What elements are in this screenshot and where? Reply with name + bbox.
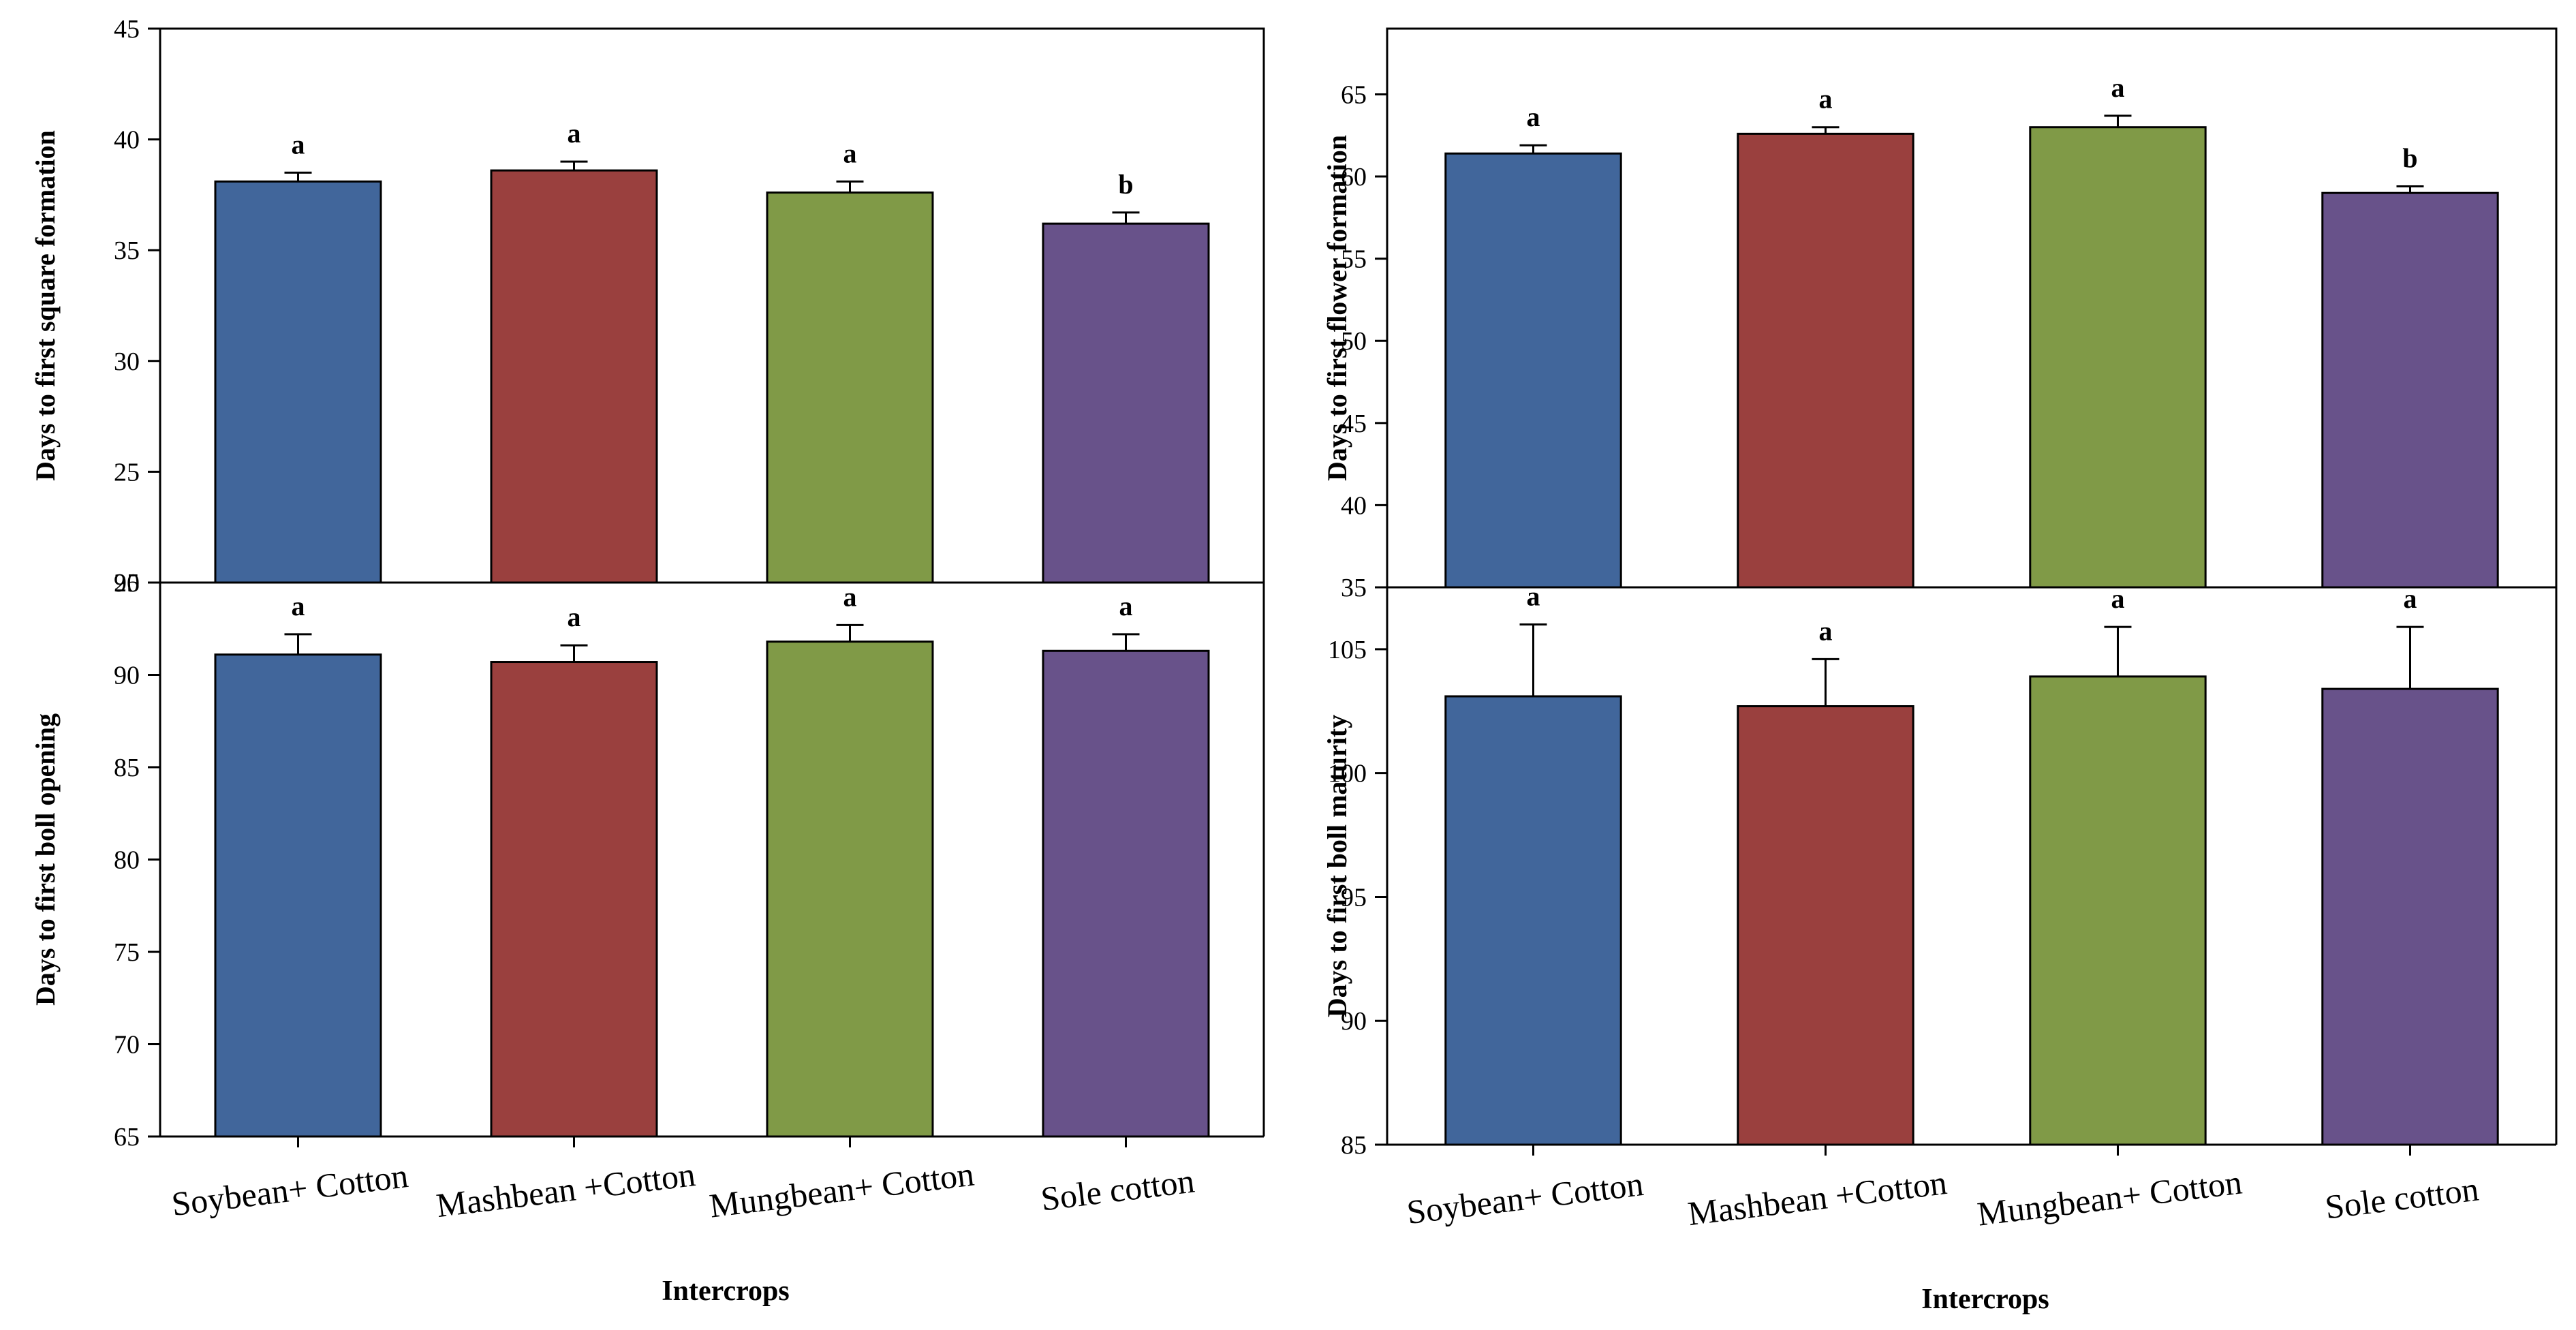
significance-label: a (568, 118, 581, 149)
y-tick-label: 45 (1341, 409, 1367, 438)
significance-label: a (2111, 583, 2125, 614)
significance-label: a (843, 138, 857, 168)
x-axis-title: Intercrops (662, 1275, 789, 1307)
plot-frame (1386, 27, 2558, 589)
x-tick-label: Soybean+ Cotton (170, 1156, 410, 1223)
x-tick-label: Sole cotton (2323, 1170, 2481, 1226)
y-tick-label: 75 (114, 938, 140, 967)
y-tick-label: 100 (1328, 760, 1367, 788)
significance-label: a (292, 591, 305, 621)
y-tick-label: 35 (114, 236, 140, 265)
y-tick-label: 80 (114, 846, 140, 875)
y-tick-label: 90 (114, 662, 140, 690)
bar-1 (1444, 152, 1622, 589)
bar-1 (1444, 695, 1622, 1146)
y-tick-label: 65 (114, 1123, 140, 1151)
y-tick-label: 70 (114, 1031, 140, 1060)
bar-3 (766, 191, 934, 584)
chart-panel-1: 20 25 30 35 40 45 Days to first square formati… (30, 15, 1265, 598)
y-tick-label: 95 (1341, 883, 1367, 912)
y-tick-label: 65 (1341, 80, 1367, 109)
bar-2 (490, 661, 658, 1138)
y-tick-label: 60 (1341, 163, 1367, 191)
bar-4 (2321, 191, 2499, 589)
bar-1 (214, 653, 382, 1138)
significance-label: a (2404, 583, 2417, 614)
significance-label: a (292, 129, 305, 159)
significance-label: a (2111, 72, 2125, 103)
significance-label: a (1819, 615, 1833, 646)
bar-2 (1737, 705, 1914, 1146)
x-tick-label: Mashbean +Cotton (434, 1155, 697, 1224)
bar-2 (1737, 132, 1914, 589)
x-tick-label: Soybean+ Cotton (1405, 1164, 1645, 1231)
y-axis-title: Days to first flower formation (1322, 135, 1352, 481)
significance-label: a (843, 581, 857, 612)
y-tick-label: 25 (114, 458, 140, 486)
y-tick-label: 30 (114, 347, 140, 376)
significance-label: b (2402, 143, 2417, 174)
x-tick-label: Mungbean+ Cotton (707, 1155, 976, 1225)
bar-2 (490, 169, 658, 584)
plot-frame (159, 27, 1265, 584)
bar-4 (1042, 649, 1210, 1138)
y-tick-label: 90 (1341, 1007, 1367, 1036)
bar-3 (2029, 126, 2207, 589)
bar-3 (2029, 675, 2207, 1146)
significance-label: a (1119, 591, 1133, 621)
x-axis-title: Intercrops (1921, 1284, 2049, 1315)
bar-1 (214, 180, 382, 584)
y-axis-title: Days to first boll opening (30, 713, 61, 1006)
significance-label: a (568, 602, 581, 632)
y-axis-title: Days to first square formation (30, 130, 61, 481)
y-tick-label: 35 (1341, 574, 1367, 602)
bar-4 (2321, 687, 2499, 1146)
significance-label: a (1819, 84, 1833, 114)
y-axis-title: Days to first boll maturity (1322, 715, 1352, 1017)
y-tick-label: 85 (114, 754, 140, 782)
y-tick-label: 85 (1341, 1131, 1367, 1160)
y-tick-label: 40 (1341, 491, 1367, 520)
bar-3 (766, 640, 934, 1138)
y-tick-label: 105 (1328, 636, 1367, 664)
y-tick-label: 45 (114, 15, 140, 44)
x-tick-label: Mungbean+ Cotton (1975, 1163, 2244, 1233)
bar-4 (1042, 222, 1210, 584)
y-tick-label: 40 (114, 126, 140, 155)
chart-panel-2: 35 40 45 50 55 60 65 Days to first flower forma… (1322, 27, 2558, 602)
significance-label: b (1118, 169, 1133, 200)
chart-panel-4: 85 90 95 100 105 Days to first boll maturity a… (1322, 581, 2558, 1315)
y-tick-label: 55 (1341, 245, 1367, 274)
y-tick-label: 20 (114, 569, 140, 598)
x-tick-label: Sole cotton (1039, 1162, 1197, 1218)
y-tick-label: 95 (114, 569, 140, 598)
chart-panel-3: 65 70 75 80 85 90 95 Days to first boll opening… (30, 569, 1265, 1307)
significance-label: a (1527, 102, 1540, 132)
y-tick-label: 50 (1341, 327, 1367, 356)
significance-label: a (1527, 581, 1540, 612)
x-tick-label: Mashbean +Cotton (1686, 1163, 1949, 1233)
